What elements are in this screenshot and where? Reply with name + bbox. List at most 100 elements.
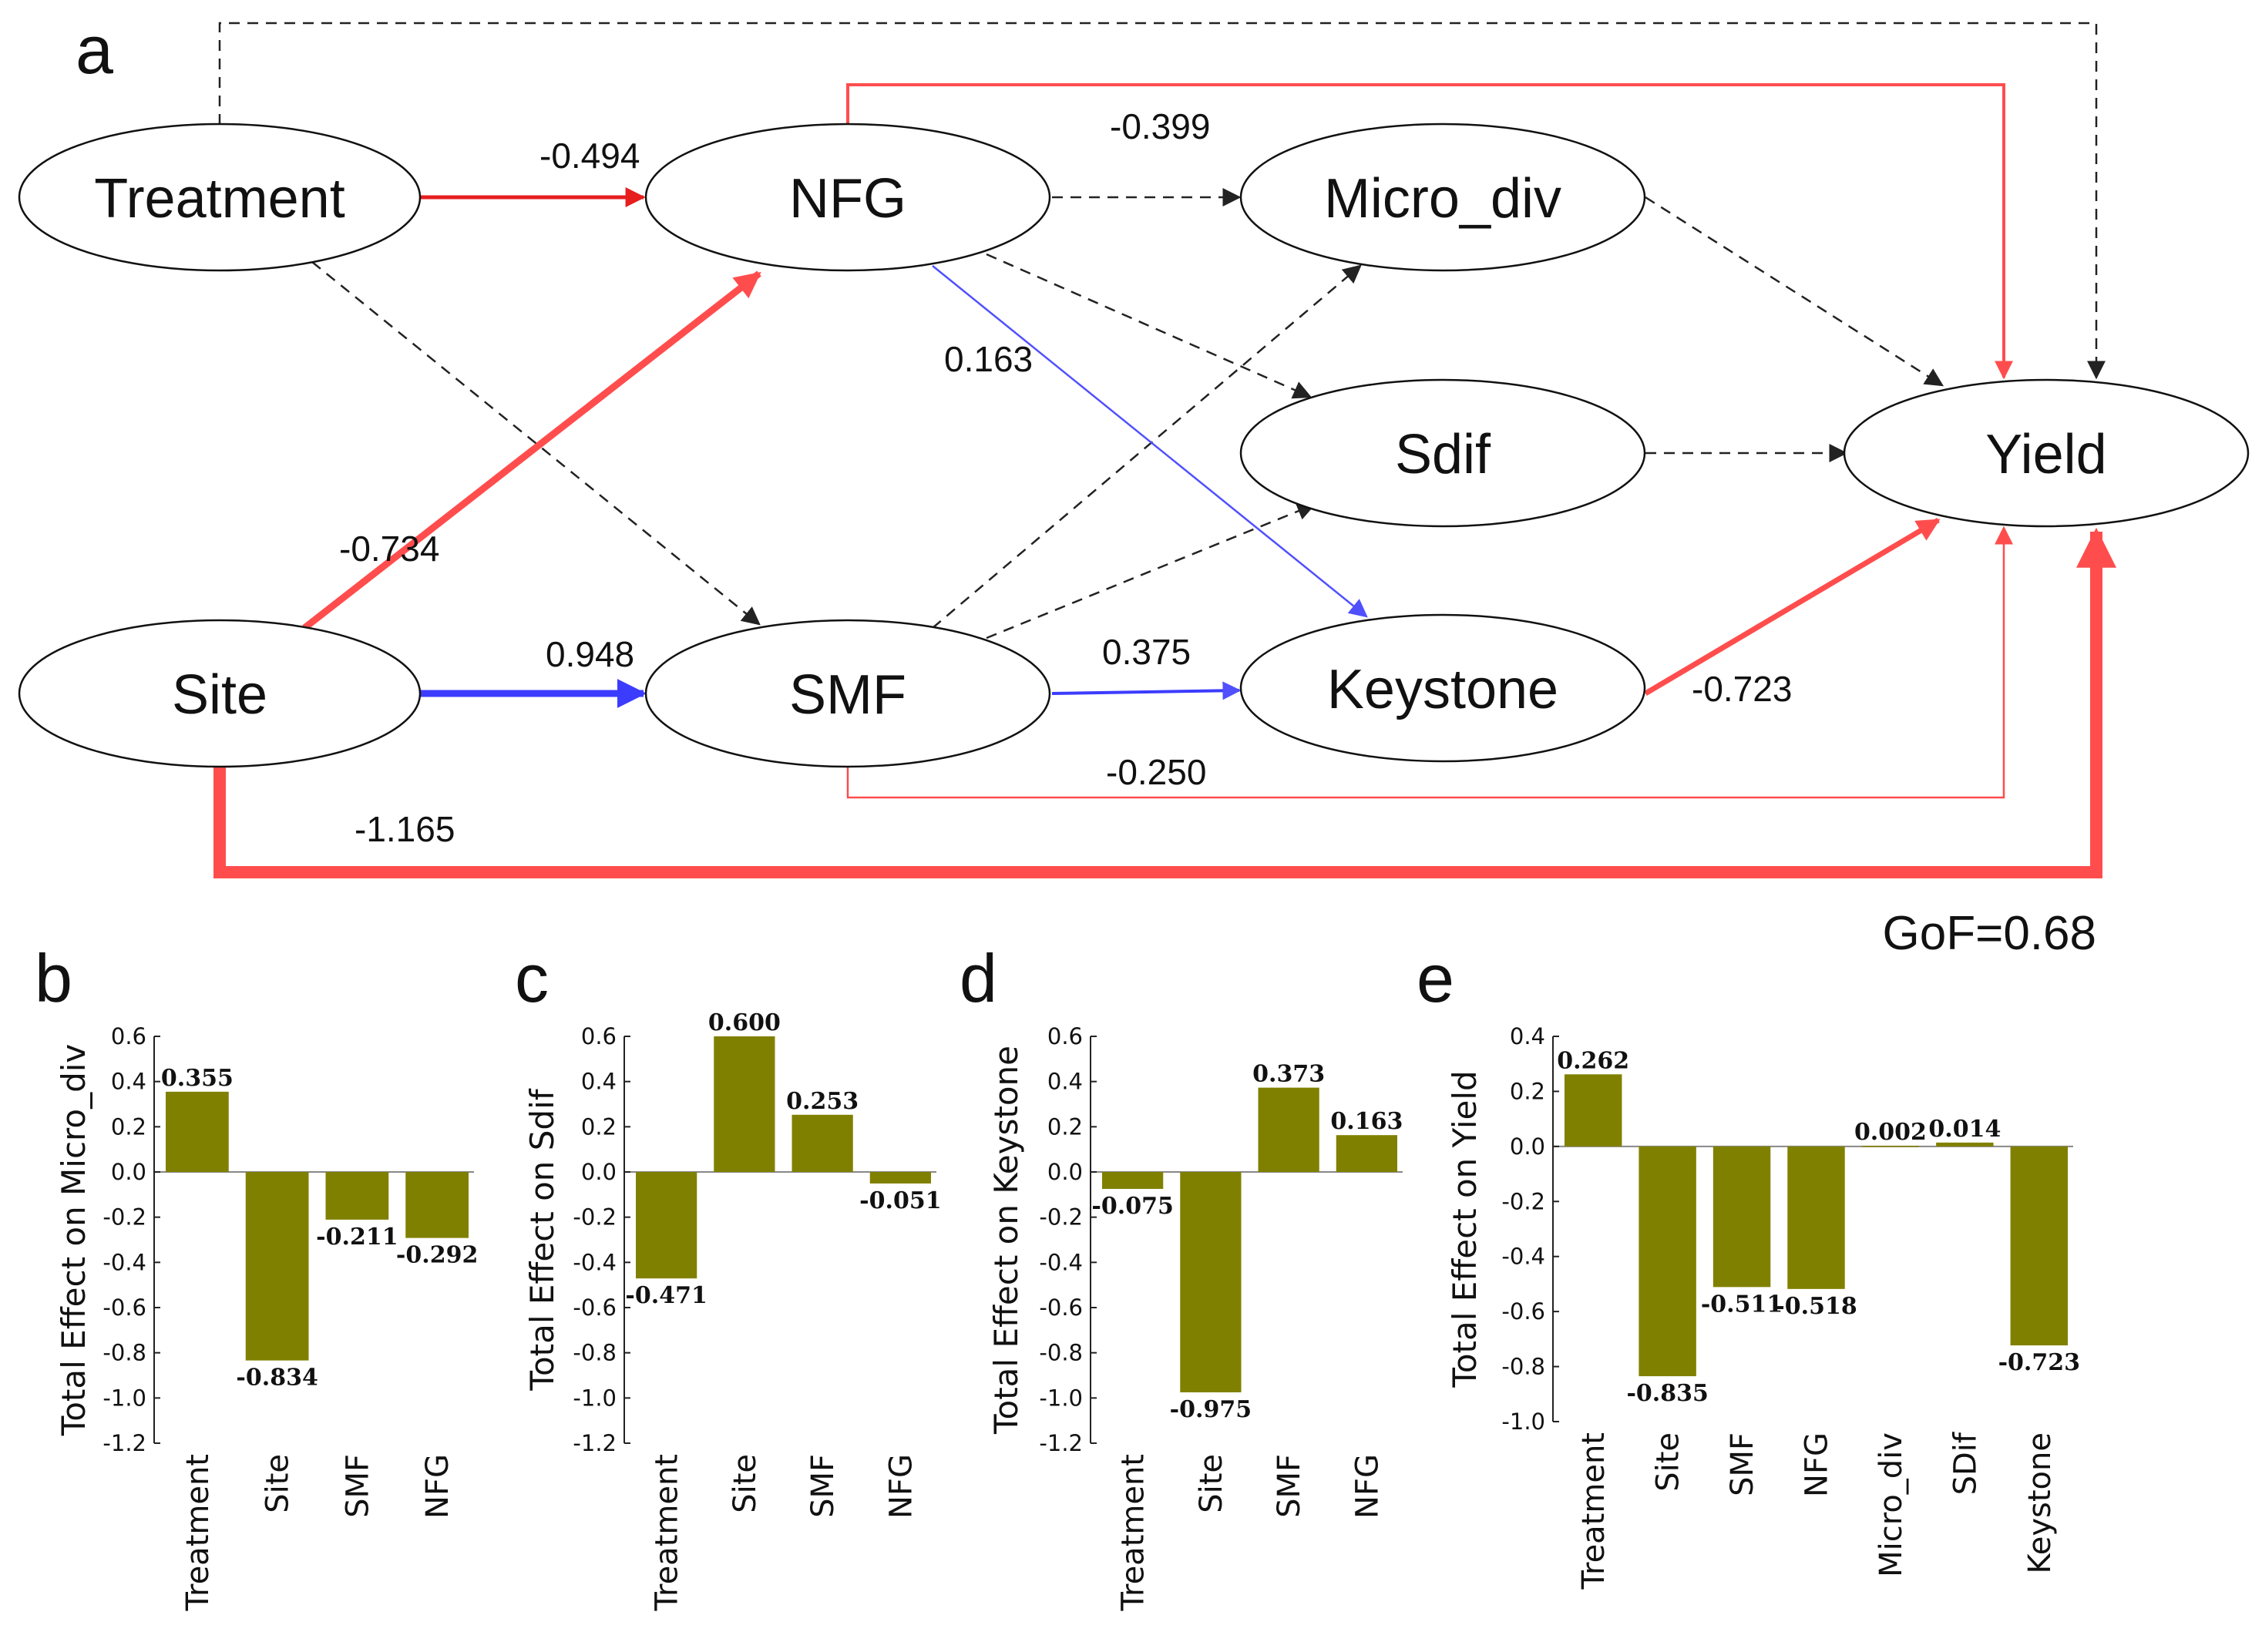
- chart-panel-c: c 0.6 0.4 0.2 0.0 -0.2 -0.4 -0.6 -0.8 -1.0 -1.2 Tot…: [515, 940, 942, 1612]
- bar-value-label: 0.262: [1557, 1047, 1629, 1074]
- node-yield: Yield: [1843, 378, 2250, 528]
- category-label: SMF: [340, 1454, 375, 1518]
- bar-smf: [1712, 1146, 1771, 1288]
- bar-value-label: -0.075: [1091, 1193, 1173, 1220]
- y-tick-label: 0.2: [1047, 1113, 1083, 1140]
- y-tick-label: 0.4: [1047, 1069, 1083, 1095]
- y-axis-label: Total Effect on Yield: [1446, 1070, 1484, 1388]
- node-sdif: Sdif: [1239, 378, 1646, 528]
- y-tick-label: 0.6: [581, 1023, 617, 1049]
- y-tick-label: -0.8: [1039, 1340, 1083, 1366]
- category-label: SDif: [1948, 1432, 1983, 1495]
- y-tick-label: -0.4: [1501, 1244, 1545, 1270]
- y-tick-label: 0.6: [1047, 1023, 1083, 1049]
- coef-nfg-yield: -0.399: [1110, 106, 1210, 146]
- category-label: SMF: [1725, 1432, 1760, 1496]
- y-tick-label: -0.6: [1501, 1298, 1545, 1325]
- node-micro-div: Micro_div: [1239, 123, 1646, 272]
- bar-value-label: -0.511: [1701, 1291, 1783, 1318]
- coef-treatment-nfg: -0.494: [539, 136, 640, 176]
- y-tick-label: 0.0: [1510, 1133, 1545, 1160]
- path-smf-microdiv: [932, 264, 1362, 629]
- node-treatment: Treatment: [18, 123, 422, 272]
- panel-label-d: d: [960, 940, 997, 1016]
- category-label: Site: [728, 1454, 763, 1513]
- bar-value-label: 0.163: [1330, 1108, 1403, 1135]
- bar-value-label: -0.292: [396, 1242, 478, 1269]
- bar-smf: [792, 1114, 853, 1172]
- category-label: Treatment: [180, 1454, 216, 1612]
- y-tick-label: 0.2: [1510, 1078, 1545, 1104]
- significant-paths: [213, 83, 2116, 878]
- coef-site-yield: -1.165: [355, 809, 455, 849]
- y-tick-label: -1.0: [103, 1385, 146, 1411]
- category-label: SMF: [805, 1454, 841, 1518]
- bar-value-label: -0.211: [316, 1224, 398, 1251]
- category-label: NFG: [420, 1454, 455, 1519]
- nonsignificant-paths: [218, 22, 2106, 640]
- category-label: Micro_div: [1874, 1432, 1909, 1577]
- path-microdiv-yield: [1645, 196, 1944, 387]
- bar-value-label: -0.835: [1626, 1380, 1708, 1407]
- bar-value-label: 0.373: [1252, 1061, 1325, 1088]
- chart-panel-b: b 0.6 0.4 0.2 0.0 -0.2 -0.4 -0.6 -0.8 -1.0 -1.2 Tot…: [35, 940, 478, 1612]
- y-tick-label: 0.4: [1510, 1023, 1545, 1049]
- path-site-nfg: [302, 270, 761, 631]
- bar-nfg: [1336, 1135, 1397, 1172]
- y-tick-label: -0.6: [573, 1294, 617, 1321]
- y-tick-label: -0.6: [1039, 1294, 1083, 1321]
- category-label: NFG: [1800, 1432, 1835, 1497]
- node-site: Site: [18, 619, 422, 768]
- coef-keystone-yield: -0.723: [1692, 669, 1792, 709]
- panel-label-e: e: [1417, 940, 1454, 1016]
- bar-treatment: [1565, 1074, 1622, 1147]
- y-tick-label: 0.0: [1047, 1159, 1083, 1185]
- node-keystone: Keystone: [1239, 613, 1646, 763]
- y-tick-label: -0.4: [573, 1249, 617, 1275]
- bar-value-label: 0.002: [1854, 1119, 1927, 1146]
- node-yield-label: Yield: [1985, 424, 2106, 485]
- bar-site: [714, 1036, 775, 1172]
- bar-smf: [325, 1172, 389, 1220]
- node-nfg: NFG: [644, 123, 1051, 272]
- y-axis-label: Total Effect on Keystone: [987, 1046, 1025, 1435]
- path-smf-sdif: [986, 502, 1316, 640]
- category-label: Site: [260, 1454, 296, 1513]
- bar-smf: [1258, 1087, 1319, 1172]
- category-label: Keystone: [2022, 1432, 2058, 1573]
- node-keystone-label: Keystone: [1327, 659, 1558, 720]
- chart-panel-e: e 0.4 0.2 0.0 -0.2 -0.4 -0.6 -0.8 -1.0 Total Effe…: [1417, 940, 2080, 1590]
- y-tick-label: -1.0: [1039, 1385, 1083, 1411]
- bar-nfg: [405, 1172, 469, 1238]
- node-site-label: Site: [172, 664, 267, 726]
- category-label: Treatment: [1576, 1432, 1612, 1590]
- bar-treatment: [636, 1172, 697, 1279]
- path-smf-yield: [846, 525, 2013, 799]
- panel-label-a: a: [76, 12, 113, 88]
- category-label: NFG: [1349, 1454, 1385, 1519]
- y-tick-label: -1.2: [1039, 1430, 1083, 1456]
- path-treatment-yield: [218, 22, 2106, 380]
- bar-treatment: [166, 1091, 229, 1172]
- y-tick-label: 0.2: [581, 1113, 617, 1140]
- chart-panel-d: d 0.6 0.4 0.2 0.0 -0.2 -0.4 -0.6 -0.8 -1.0 -1.2 Tot…: [960, 940, 1403, 1612]
- bar-value-label: 0.600: [708, 1009, 781, 1036]
- path-nfg-yield: [846, 83, 2013, 380]
- bar-value-label: -0.051: [859, 1187, 941, 1214]
- path-smf-keystone: [1051, 681, 1242, 700]
- node-sdif-label: Sdif: [1395, 424, 1491, 485]
- bar-value-label: 0.253: [786, 1088, 859, 1115]
- category-label: SMF: [1272, 1454, 1307, 1518]
- bar-micro_div: [1861, 1146, 1920, 1147]
- path-keystone-yield: [1644, 517, 1941, 697]
- bar-value-label: -0.518: [1775, 1293, 1857, 1320]
- y-tick-label: -0.2: [1039, 1204, 1083, 1231]
- category-label: Site: [1194, 1454, 1229, 1513]
- panel-label-c: c: [515, 940, 549, 1016]
- y-tick-label: 0.6: [111, 1023, 146, 1049]
- y-tick-label: -0.2: [103, 1204, 146, 1231]
- path-nfg-keystone: [932, 265, 1368, 618]
- bar-chart-panels: b 0.6 0.4 0.2 0.0 -0.2 -0.4 -0.6 -0.8 -1.0 -1.2 Tot…: [35, 940, 2080, 1612]
- bar-value-label: -0.975: [1170, 1396, 1252, 1423]
